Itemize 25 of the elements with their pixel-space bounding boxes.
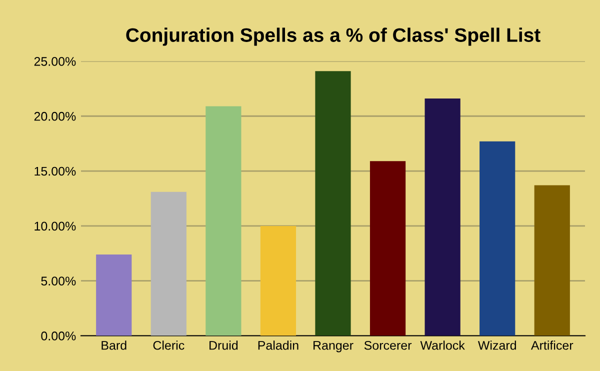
x-tick-label: Artificer <box>530 340 574 350</box>
chart-title: Conjuration Spells as a % of Class' Spell List <box>126 28 540 46</box>
bar <box>206 106 242 336</box>
y-tick-label: 20.00% <box>34 112 76 121</box>
bar <box>150 192 186 336</box>
x-tick-label: Paladin <box>258 340 298 350</box>
y-tick-label: 5.00% <box>41 276 76 286</box>
bar <box>424 98 460 336</box>
bar <box>534 185 570 336</box>
x-tick-label: Warlock <box>420 340 465 350</box>
y-tick-label: 10.00% <box>34 222 76 231</box>
bar <box>315 71 351 336</box>
x-tick-label: Bard <box>102 340 126 350</box>
x-tick-label: Sorcerer <box>364 340 412 350</box>
x-tick-label: Druid <box>210 340 238 350</box>
bar <box>260 226 296 336</box>
x-tick-label: Cleric <box>153 340 184 350</box>
bar <box>480 141 516 336</box>
bar <box>96 254 132 336</box>
bar <box>370 161 406 336</box>
y-tick-label: 25.00% <box>34 57 76 66</box>
x-tick-label: Wizard <box>478 340 516 350</box>
y-tick-label: 15.00% <box>34 166 76 176</box>
y-tick-label: 0.00% <box>41 332 76 340</box>
x-tick-label: Ranger <box>314 341 354 352</box>
